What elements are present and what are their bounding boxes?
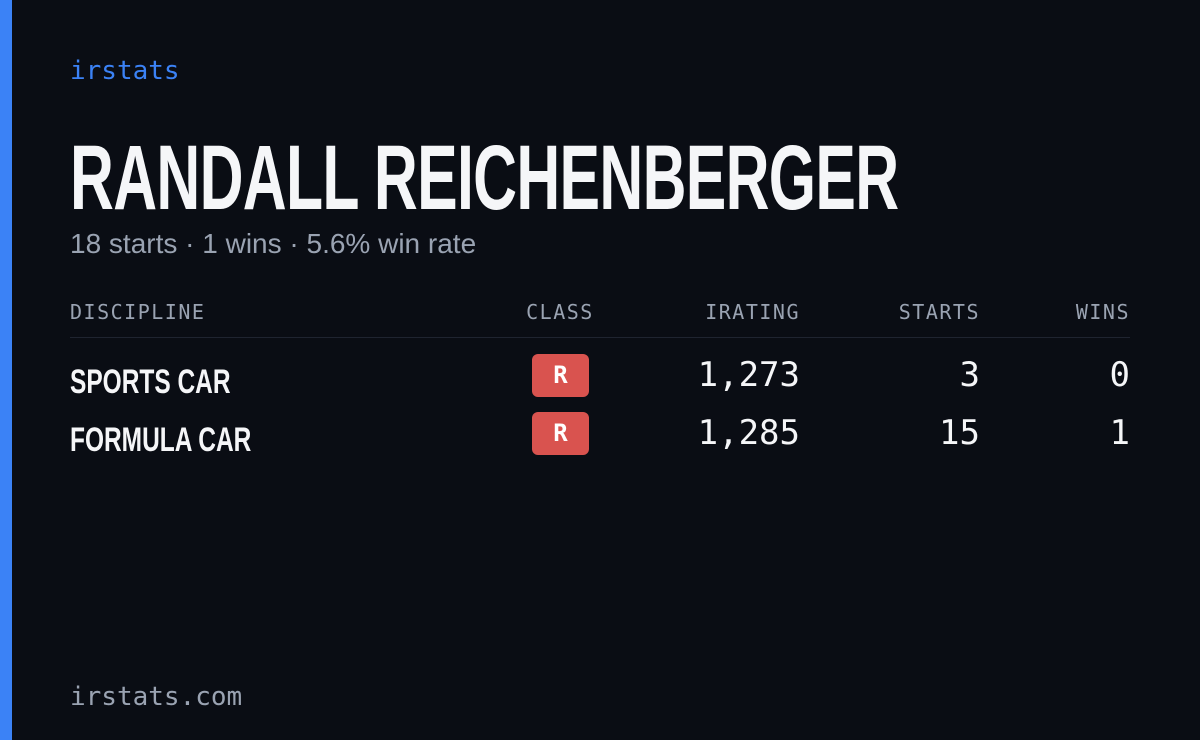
brand: irstats [70, 56, 180, 86]
column-header: CLASS [526, 300, 594, 324]
summary: 18 starts · 1 wins · 5.6% win rate [70, 228, 477, 259]
column-header: WINS [1075, 300, 1130, 324]
column-header: IRATING [705, 300, 800, 324]
column-header: DISCIPLINE [70, 300, 206, 324]
divider [70, 337, 1130, 338]
discipline: SPORTS CAR [70, 363, 231, 401]
player-name: RANDALL REICHENBERGER [70, 127, 899, 229]
stat-value: 3 [959, 355, 980, 395]
stat-value: 1,285 [697, 413, 800, 453]
stat-value: 1 [1109, 413, 1130, 453]
stat-value: 1,273 [697, 355, 800, 395]
class-badge: R [532, 412, 589, 455]
stat-value: 15 [939, 413, 980, 453]
discipline: FORMULA CAR [70, 421, 252, 459]
accent-bar [0, 0, 12, 740]
class-badge: R [532, 354, 589, 397]
column-header: STARTS [898, 300, 980, 324]
footer: irstats.com [70, 682, 243, 712]
stat-value: 0 [1109, 355, 1130, 395]
